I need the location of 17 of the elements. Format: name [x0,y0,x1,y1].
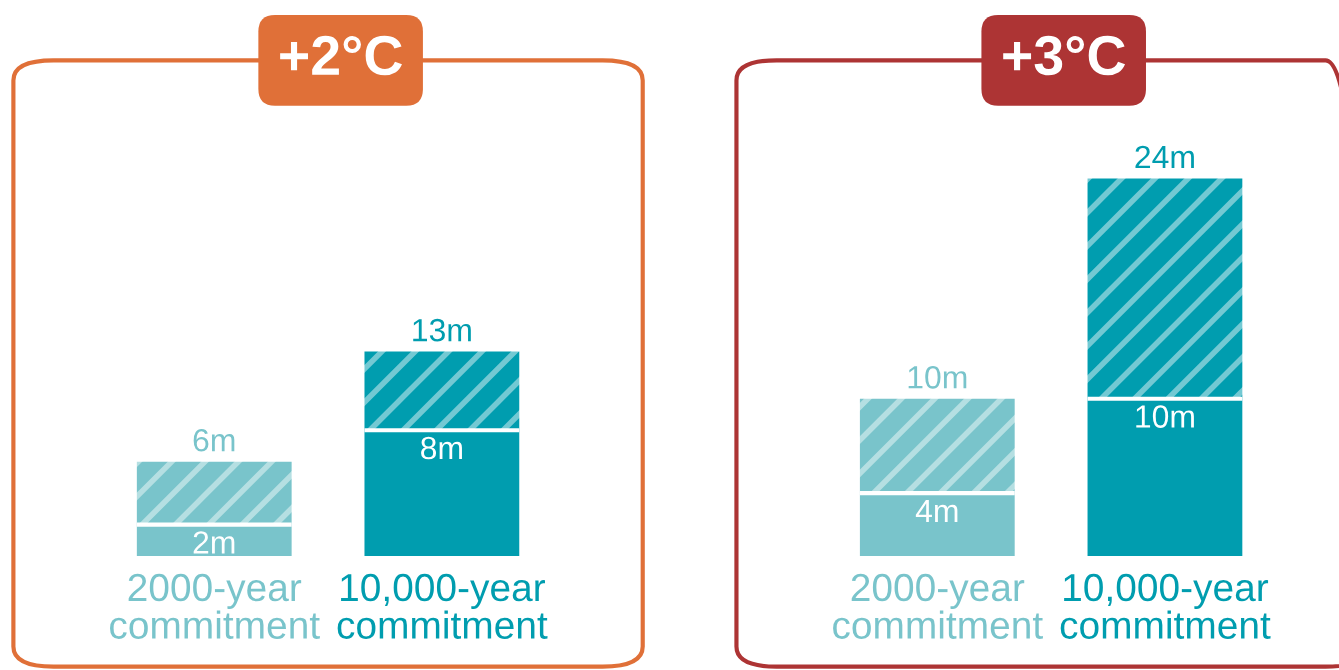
bar [136,461,292,525]
x-tick-label: 2000-year commitment [833,573,1043,639]
data-label: 4m [915,500,958,522]
x-tick-label: 2000-year commitment [110,573,320,639]
total-label: 10m [908,366,967,389]
chart-title: +2°C [280,35,402,76]
chart-title: +3°C [1003,35,1126,76]
total-label: 24m [1135,145,1194,169]
data-label: 8m [421,436,462,460]
total-label: 13m [413,318,471,342]
x-tick-label: 10,000-year commitment [1060,573,1271,639]
data-label: 10m [1136,405,1194,428]
data-label: 2m [193,531,235,554]
bar [364,351,520,431]
bar [364,430,520,557]
total-label: 6m [193,428,235,452]
x-tick-label: 10,000-year commitment [337,573,548,639]
